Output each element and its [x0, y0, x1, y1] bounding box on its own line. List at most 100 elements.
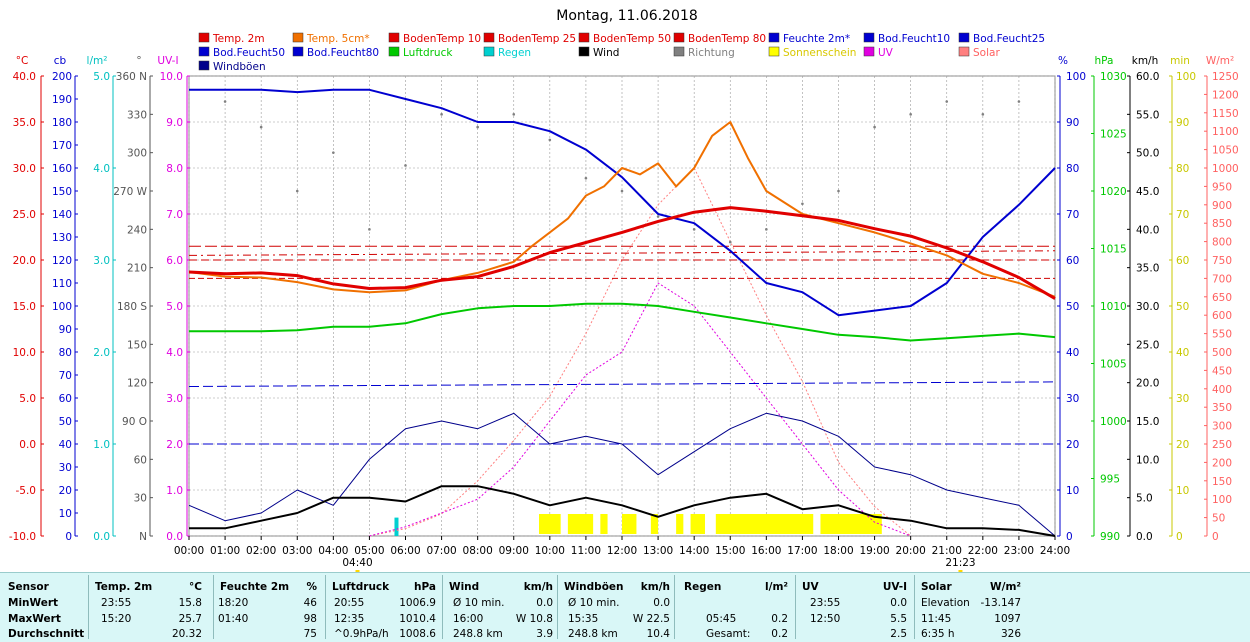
chart-title: Montag, 11.06.2018: [556, 8, 698, 24]
series-line-temp-2m: [188, 206, 1056, 300]
y-tick-label: 10: [59, 508, 72, 520]
y-tick-label: 2.0: [166, 439, 183, 451]
y-tick-label: 0: [1212, 531, 1219, 543]
stats-divider: [442, 575, 443, 639]
series: [188, 88, 1056, 537]
y-tick-label: 60: [1066, 255, 1079, 267]
stats-header: Wind: [449, 581, 480, 593]
stats-divider: [88, 575, 89, 639]
x-tick-label: 11:00: [571, 545, 601, 557]
y-tick-label: 90: [59, 324, 72, 336]
series-line-solar: [369, 167, 912, 537]
y-tick-label: N: [139, 531, 147, 543]
sunshine-bar: [539, 514, 561, 534]
stats-divider: [325, 575, 326, 639]
y-tick-label: 30: [134, 493, 147, 505]
direction-point: [1017, 100, 1021, 103]
x-tick-label: 05:00: [354, 545, 384, 557]
y-tick-label: 1015: [1100, 244, 1127, 256]
sunshine-bar: [715, 514, 814, 534]
legend-label: Sonnenschein: [783, 47, 856, 59]
x-tick-label: 22:00: [968, 545, 998, 557]
x-tick-label: 20:00: [896, 545, 926, 557]
stats-value: 1097: [994, 612, 1021, 625]
y-tick-label: 180 S: [117, 301, 147, 313]
y-tick-label: 60: [59, 393, 72, 405]
y-tick-label: 10: [1066, 485, 1079, 497]
y-tick-label: 150: [52, 186, 72, 198]
stats-value: 1010.4: [399, 612, 436, 625]
stats-time: 15:20: [101, 612, 132, 625]
direction-point: [945, 100, 949, 103]
x-tick-label: 13:00: [643, 545, 673, 557]
x-tick-label: 21:00: [932, 545, 962, 557]
y-tick-label: 120: [52, 255, 72, 267]
stats-header-unit: %: [306, 581, 317, 593]
legend-swatch: [198, 60, 210, 71]
direction-point: [981, 113, 985, 116]
y-tick-label: 60: [1176, 255, 1189, 267]
x-tick-label: 24:00: [1040, 545, 1070, 557]
x-tick-label: 03:00: [282, 545, 312, 557]
y-tick-label: 700: [1212, 273, 1232, 285]
axis-unit: cb: [54, 55, 67, 67]
y-tick-label: 3.0: [93, 255, 110, 267]
y-tick-label: 1030: [1100, 71, 1127, 83]
stats-time: 12:35: [334, 612, 365, 625]
y-tick-label: 7.0: [166, 209, 183, 221]
stats-time: 23:55: [810, 597, 841, 609]
series-line-bodentemp-25: [188, 250, 1056, 256]
y-tick-label: 4.0: [166, 347, 183, 359]
x-tick-label: 19:00: [859, 545, 889, 557]
legend-swatch: [388, 46, 400, 57]
legend-label: Temp. 5cm*: [306, 33, 370, 45]
y-tick-label: 15.0: [1136, 416, 1159, 428]
y-tick-label: 25.0: [1136, 339, 1159, 351]
y-tick-label: 30.0: [13, 163, 36, 175]
y-tick-label: 35.0: [1136, 263, 1159, 275]
direction-point: [656, 215, 660, 218]
direction-point: [223, 100, 227, 103]
y-tick-label: 160: [52, 163, 72, 175]
y-tick-label: 5.0: [166, 301, 183, 313]
stats-time: 16:00: [453, 612, 484, 625]
legend-swatch: [388, 32, 400, 43]
y-tick-label: 80: [59, 347, 72, 359]
direction-point: [909, 113, 912, 116]
y-tick-label: 70: [1176, 209, 1189, 221]
legend-swatch: [958, 32, 970, 43]
axis-unit: km/h: [1132, 55, 1159, 67]
y-tick-label: 9.0: [166, 117, 183, 129]
stats-value: 15.8: [178, 597, 202, 609]
y-tick-label: 1000: [1100, 416, 1127, 428]
y-tick-label: 35.0: [13, 117, 36, 129]
stats-header: Temp. 2m: [95, 581, 153, 593]
legend-swatch: [768, 46, 780, 57]
y-tick-label: 50.0: [1136, 148, 1159, 160]
stats-value: 5.5: [890, 612, 907, 625]
axis-unit: hPa: [1095, 55, 1114, 67]
stats-time: 01:40: [218, 612, 249, 625]
y-tick-label: 150: [1212, 476, 1232, 488]
sunset-marker: [958, 570, 963, 572]
y-tick-label: 1025: [1100, 129, 1127, 141]
y-tick-label: 25.0: [13, 209, 36, 221]
y-tick-label: 50: [1066, 301, 1079, 313]
sunshine-bar: [650, 514, 659, 534]
direction-point: [765, 228, 768, 231]
y-tick-label: 210: [127, 263, 147, 275]
legend-swatch: [483, 46, 495, 57]
series-line-windb-en: [188, 412, 1056, 537]
x-tick-label: 14:00: [679, 545, 709, 557]
direction-point: [548, 138, 552, 142]
stats-time: Elevation: [921, 597, 970, 609]
stats-header: UV: [802, 581, 819, 593]
y-tick-label: 100: [1176, 71, 1196, 83]
y-tick-label: 5.0: [1136, 493, 1153, 505]
stats-divider: [674, 575, 675, 639]
axis-unit: min: [1170, 55, 1190, 67]
y-tick-label: 10: [1176, 485, 1189, 497]
direction-point: [295, 189, 299, 193]
y-tick-label: 1.0: [93, 439, 110, 451]
y-tick-label: 500: [1212, 347, 1232, 359]
